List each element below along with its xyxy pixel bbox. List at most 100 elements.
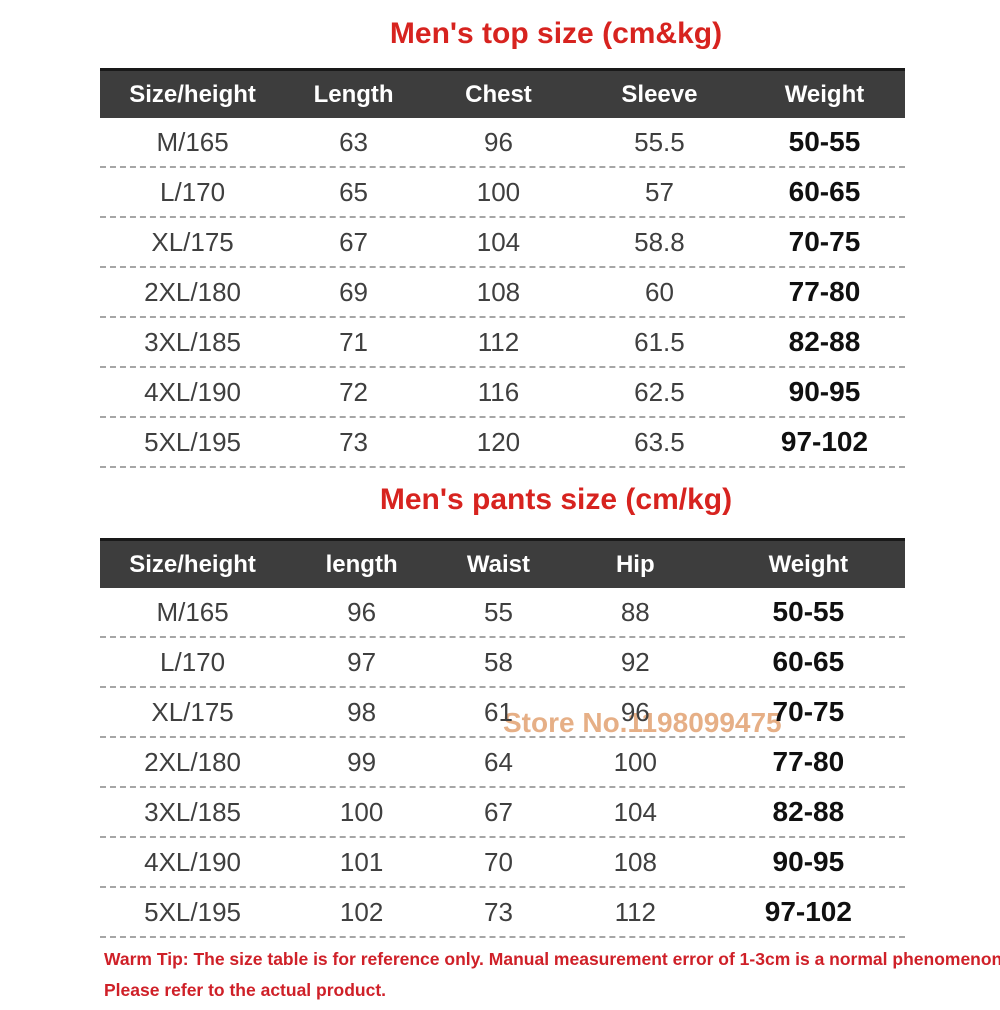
table-cell: 55.5: [634, 126, 685, 157]
table-row: XL/175 67 104 58.8 70-75: [100, 218, 905, 268]
column-header: length: [325, 550, 398, 578]
table-cell: 63: [339, 126, 369, 157]
table-cell: 55: [483, 596, 513, 627]
pants-size-title: Men's pants size (cm/kg): [379, 483, 733, 516]
table-cell: 77-80: [788, 276, 861, 307]
table-cell: 57: [644, 176, 674, 207]
table-cell: 50-55: [772, 596, 845, 627]
table-cell: 108: [613, 846, 657, 877]
column-header: Size/height: [129, 80, 256, 108]
table-cell: 108: [476, 276, 521, 307]
table-row: L/170 97 58 92 60-65: [100, 638, 905, 688]
table-cell: 70: [483, 846, 513, 877]
table-cell: 69: [339, 276, 369, 307]
table-cell: 92: [620, 646, 650, 677]
table-cell: 104: [476, 226, 521, 257]
table-row: 5XL/195 102 73 112 97-102: [100, 888, 905, 938]
table-cell: 70-75: [788, 226, 861, 257]
table-cell: 71: [339, 326, 369, 357]
table-cell: 3XL/185: [144, 326, 241, 357]
column-header: Waist: [466, 550, 531, 578]
table-cell: 120: [476, 426, 521, 457]
table-cell: 104: [613, 796, 657, 827]
table-row: M/165 63 96 55.5 50-55: [100, 118, 905, 168]
table-cell: 5XL/195: [144, 896, 241, 927]
table-cell: M/165: [156, 596, 229, 627]
table-row: XL/175 98 61 96 70-75: [100, 688, 905, 738]
store-watermark: Store No.1198099475: [503, 707, 782, 738]
column-header: Hip: [615, 550, 655, 578]
table-cell: 4XL/190: [144, 376, 241, 407]
column-header: Weight: [784, 80, 865, 108]
table-cell: 90-95: [788, 376, 861, 407]
table-cell: 98: [347, 696, 377, 727]
table-cell: 100: [339, 796, 384, 827]
table-cell: 96: [347, 596, 377, 627]
table-cell: 67: [483, 796, 513, 827]
column-header: Weight: [768, 550, 849, 578]
table-cell: 90-95: [772, 846, 845, 877]
table-cell: 2XL/180: [144, 276, 241, 307]
table-row: 5XL/195 73 120 63.5 97-102: [100, 418, 905, 468]
table-row: L/170 65 100 57 60-65: [100, 168, 905, 218]
warm-tip-line-2: Please refer to the actual product.: [104, 980, 387, 1000]
column-header: Chest: [465, 80, 532, 108]
top-size-table-header-row: Size/height Length Chest Sleeve Weight: [100, 68, 905, 118]
table-cell: 63.5: [634, 426, 685, 457]
pants-size-table-body: M/165 96 55 88 50-55 L/170 97 58 92 60-65 XL/175 98…: [100, 588, 905, 938]
table-cell: 61: [483, 696, 513, 727]
pants-size-table-header-row: Size/height length Waist Hip Weight: [100, 538, 905, 588]
table-row: 4XL/190 101 70 108 90-95: [100, 838, 905, 888]
table-cell: 73: [339, 426, 369, 457]
pants-size-table: Size/height length Waist Hip Weight M/165 96 5…: [100, 538, 905, 938]
table-cell: 73: [483, 896, 513, 927]
table-row: 3XL/185 100 67 104 82-88: [100, 788, 905, 838]
table-cell: M/165: [156, 126, 229, 157]
table-cell: 65: [339, 176, 369, 207]
table-row: 3XL/185 71 112 61.5 82-88: [100, 318, 905, 368]
table-cell: 72: [339, 376, 369, 407]
table-cell: 58.8: [634, 226, 685, 257]
table-cell: 100: [476, 176, 521, 207]
top-size-title: Men's top size (cm&kg): [389, 17, 723, 50]
table-cell: 96: [620, 696, 650, 727]
table-cell: 58: [483, 646, 513, 677]
table-cell: 88: [620, 596, 650, 627]
table-cell: 97-102: [780, 426, 869, 457]
table-cell: 112: [614, 896, 657, 927]
table-row: 4XL/190 72 116 62.5 90-95: [100, 368, 905, 418]
table-cell: 2XL/180: [144, 746, 241, 777]
table-cell: 5XL/195: [144, 426, 241, 457]
table-cell: 64: [483, 746, 513, 777]
table-cell: 70-75: [772, 696, 845, 727]
table-cell: XL/175: [151, 226, 234, 257]
table-cell: 61.5: [634, 326, 685, 357]
table-cell: 102: [339, 896, 384, 927]
warm-tip-line-1: Warm Tip: The size table is for referenc…: [104, 949, 1000, 969]
table-cell: 82-88: [788, 326, 861, 357]
table-cell: 82-88: [772, 796, 845, 827]
table-cell: 60-65: [788, 176, 861, 207]
table-cell: 4XL/190: [144, 846, 241, 877]
table-cell: 60: [644, 276, 674, 307]
table-cell: 96: [483, 126, 513, 157]
table-row: M/165 96 55 88 50-55: [100, 588, 905, 638]
table-cell: 116: [477, 376, 520, 407]
table-cell: 101: [339, 846, 384, 877]
top-size-table: Size/height Length Chest Sleeve Weight M/165…: [100, 68, 905, 468]
table-row: 2XL/180 69 108 60 77-80: [100, 268, 905, 318]
table-cell: 97: [347, 646, 377, 677]
table-cell: 50-55: [788, 126, 861, 157]
table-cell: L/170: [160, 176, 226, 207]
table-row: 2XL/180 99 64 100 77-80: [100, 738, 905, 788]
table-cell: 3XL/185: [144, 796, 241, 827]
table-cell: L/170: [160, 646, 226, 677]
table-cell: 77-80: [772, 746, 845, 777]
top-size-table-body: M/165 63 96 55.5 50-55 L/170 65 100 57 60-65 XL/17…: [100, 118, 905, 468]
table-cell: 99: [347, 746, 377, 777]
column-header: Length: [313, 80, 394, 108]
warm-tip: Warm Tip: The size table is for referenc…: [104, 944, 1000, 1006]
table-cell: 112: [477, 326, 520, 357]
table-cell: XL/175: [151, 696, 234, 727]
column-header: Sleeve: [621, 80, 698, 108]
